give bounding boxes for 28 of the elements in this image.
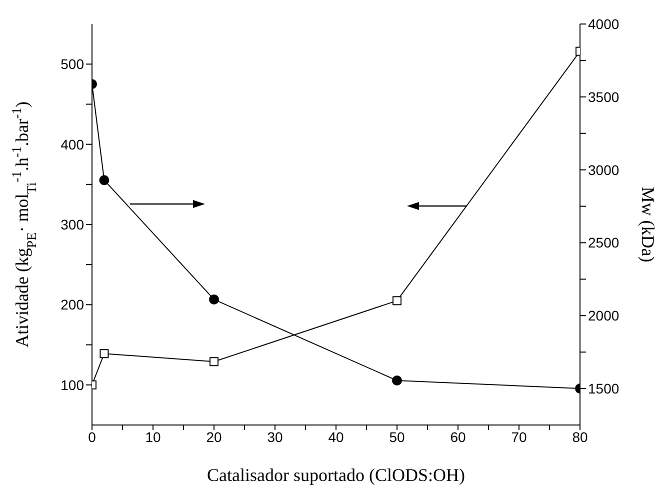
y-tick-label: 500 — [60, 56, 84, 72]
x-tick-label: 30 — [267, 428, 283, 445]
x-tick-label: 0 — [88, 428, 96, 445]
y-tick-label: 200 — [60, 296, 84, 313]
x-tick-label: 60 — [450, 428, 466, 445]
y2-tick-label: 2500 — [588, 234, 620, 251]
point — [392, 376, 402, 386]
y-tick-label: 400 — [60, 136, 84, 152]
x-tick-label: 40 — [328, 428, 344, 445]
y2-tick-label: 4000 — [588, 16, 620, 32]
y-tick-label: 100 — [60, 376, 84, 393]
x-tick-label: 70 — [511, 428, 527, 445]
x-tick-label: 80 — [572, 428, 588, 445]
x-tick-label: 20 — [206, 428, 222, 445]
point — [209, 294, 219, 304]
y2-tick-label: 2000 — [588, 308, 620, 324]
y-tick-label: 300 — [60, 216, 84, 232]
x-tick-label: 10 — [145, 428, 161, 445]
point — [210, 357, 218, 366]
x-tick-label: 50 — [389, 428, 405, 445]
y2-axis-title: Mw (kDa) — [638, 186, 658, 262]
point — [100, 349, 109, 358]
point — [392, 296, 402, 306]
y2-tick-label: 3500 — [588, 88, 620, 105]
point — [99, 175, 110, 186]
y2-tick-label: 3000 — [588, 162, 620, 178]
y2-tick-label: 1500 — [588, 380, 620, 397]
x-axis-title: Catalisador suportado (ClODS:OH) — [207, 465, 465, 485]
